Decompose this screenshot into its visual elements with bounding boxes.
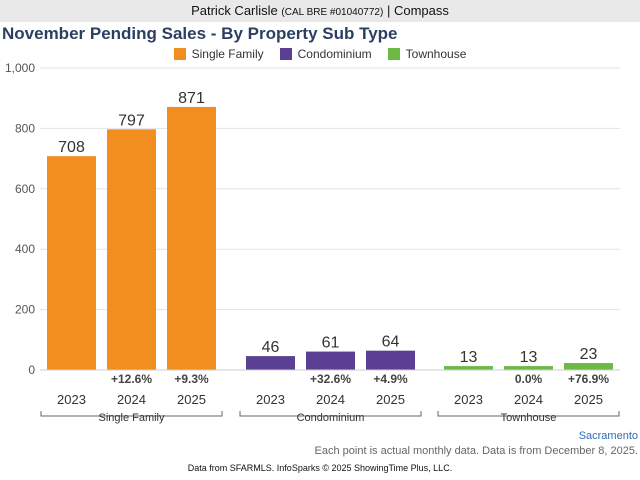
change-label: 0.0% [515, 372, 543, 386]
change-label: +9.3% [174, 372, 209, 386]
bar[interactable] [167, 106, 216, 370]
city-label[interactable]: Sacramento [578, 430, 638, 442]
bar[interactable] [564, 363, 613, 370]
bar-value-label: 46 [262, 339, 280, 356]
company-name: Compass [393, 3, 449, 18]
change-label: +12.6% [111, 372, 152, 386]
change-label: +32.6% [310, 372, 351, 386]
legend-item-condominium[interactable]: Condominium [279, 46, 372, 62]
y-tick-label: 800 [15, 121, 35, 135]
chart-title: November Pending Sales - By Property Sub… [2, 24, 398, 43]
group-bracket [437, 411, 620, 417]
change-label: +4.9% [373, 372, 408, 386]
legend-label: Townhouse [405, 47, 467, 61]
x-tick-label: 2023 [454, 392, 483, 407]
bar[interactable] [107, 129, 156, 370]
change-label: +76.9% [568, 372, 609, 386]
bar[interactable] [306, 351, 355, 370]
y-tick-label: 1,000 [5, 61, 35, 75]
group-label: Single Family [98, 412, 165, 424]
legend-item-single-family[interactable]: Single Family [173, 46, 264, 62]
legend-label: Single Family [191, 47, 264, 61]
agent-license: (CAL BRE #01040772) [281, 7, 384, 18]
bar[interactable] [246, 356, 295, 370]
group-label: Condominium [297, 412, 365, 424]
bar-value-label: 871 [178, 90, 205, 107]
legend-swatch [173, 48, 186, 60]
data-credit: Data from SFARMLS. InfoSparks © 2025 Sho… [187, 463, 453, 473]
y-tick-label: 400 [15, 242, 35, 256]
bar-value-label: 61 [322, 335, 340, 352]
data-note: Each point is actual monthly data. Data … [314, 445, 638, 457]
x-tick-label: 2023 [256, 392, 285, 407]
y-tick-label: 600 [15, 182, 35, 196]
x-tick-label: 2024 [514, 392, 543, 407]
group-bracket [40, 411, 223, 417]
bar-value-label: 13 [460, 349, 478, 366]
legend-swatch [387, 48, 400, 60]
bar[interactable] [444, 366, 493, 370]
bar[interactable] [47, 156, 96, 370]
bar[interactable] [504, 366, 553, 370]
y-tick-label: 200 [15, 303, 35, 317]
header-separator: | [386, 3, 391, 18]
bar-chart: 0 200 400 600 800 1,000 708 2023 797 +12.6% 2024 87… [5, 61, 620, 424]
bar-value-label: 13 [520, 349, 538, 366]
x-tick-label: 2025 [376, 392, 405, 407]
agent-name: Patrick Carlisle [191, 3, 278, 18]
bar-value-label: 708 [58, 139, 85, 156]
bar[interactable] [366, 350, 415, 370]
x-tick-label: 2024 [316, 392, 345, 407]
bar-value-label: 64 [382, 334, 400, 351]
bar-value-label: 797 [118, 112, 145, 129]
x-tick-label: 2024 [117, 392, 146, 407]
x-tick-label: 2025 [177, 392, 206, 407]
group-bracket [239, 411, 422, 417]
legend-label: Condominium [297, 47, 372, 61]
chart-legend: Single Family Condominium Townhouse [0, 46, 640, 62]
legend-swatch [279, 48, 292, 60]
header-bar: Patrick Carlisle (CAL BRE #01040772) | C… [0, 0, 640, 22]
bar-value-label: 23 [580, 346, 598, 363]
group-label: Townhouse [501, 412, 557, 424]
legend-item-townhouse[interactable]: Townhouse [387, 46, 467, 62]
x-tick-label: 2023 [57, 392, 86, 407]
y-tick-label: 0 [28, 363, 35, 377]
x-tick-label: 2025 [574, 392, 603, 407]
